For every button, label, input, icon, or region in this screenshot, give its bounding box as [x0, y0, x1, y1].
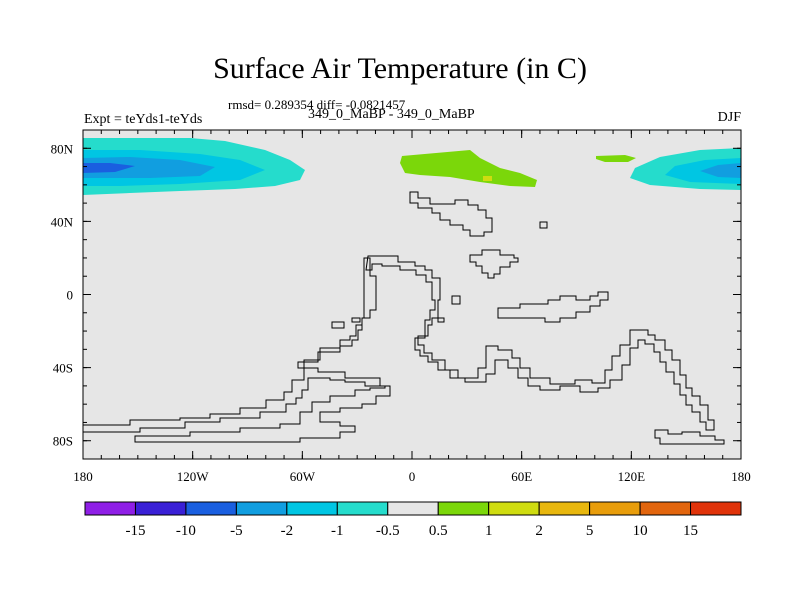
colorbar-swatch [488, 501, 540, 516]
longitude-axis: 180 120W 60W 0 60E 120E 180 [73, 130, 751, 484]
coastlines [82, 191, 725, 445]
coastline-island [331, 321, 345, 329]
colorbar-label: -2 [281, 523, 294, 539]
colorbar-label: 0.5 [429, 523, 448, 539]
lon-tick-label: 60W [290, 469, 316, 484]
colorbar-swatch [639, 501, 692, 516]
colorbar-swatch [84, 501, 136, 516]
plot-subtitle: 349_0_MaBP - 349_0_MaBP [308, 107, 475, 122]
colorbar-label: 10 [633, 523, 648, 539]
lon-tick-label: 120W [177, 469, 210, 484]
cool-anomaly-region [700, 163, 741, 178]
colorbar-swatch [134, 501, 187, 516]
lat-tick-label: 0 [67, 288, 74, 303]
coastline-island [351, 317, 361, 323]
lon-tick-label: 0 [409, 469, 416, 484]
colorbar-swatch [387, 501, 439, 516]
colorbar-label: 1 [485, 523, 493, 539]
coastline-americas [82, 257, 391, 443]
colorbar: -15 -10 -5 -2 -1 -0.5 0.5 1 2 5 10 15 [84, 501, 742, 539]
lon-tick-label: 180 [73, 469, 93, 484]
colorbar-swatch [690, 501, 742, 516]
coastline-island [451, 295, 461, 305]
colorbar-swatch [538, 501, 591, 516]
season-label: DJF [717, 110, 741, 125]
coastline-arabia [469, 249, 519, 279]
cool-anomaly-region [83, 157, 215, 178]
anomaly-shading [83, 138, 741, 195]
warm-anomaly-region [483, 176, 492, 181]
colorbar-label: -10 [176, 523, 196, 539]
lon-tick-label: 180 [731, 469, 751, 484]
stats-text: rmsd= 0.289354 diff= -0.0821457 [228, 97, 406, 112]
latitude-axis: 80N 40N 0 40S 80S [51, 129, 741, 460]
lat-tick-label: 80S [53, 434, 73, 449]
lat-tick-label: 40N [51, 214, 74, 229]
colorbar-label: 2 [535, 523, 543, 539]
colorbar-label: 15 [683, 523, 698, 539]
colorbar-label: -15 [125, 523, 145, 539]
lon-tick-label: 60E [511, 469, 532, 484]
colorbar-swatch [185, 501, 237, 516]
colorbar-label: -0.5 [376, 523, 400, 539]
colorbar-label: 5 [586, 523, 594, 539]
coastline-europe [409, 191, 493, 237]
lat-tick-label: 80N [51, 141, 74, 156]
cool-anomaly-region [83, 163, 135, 173]
colorbar-label: -1 [331, 523, 344, 539]
coastline-south-asia [497, 291, 609, 323]
plot-title: Surface Air Temperature (in C) [213, 52, 587, 85]
warm-anomaly-region [400, 150, 537, 187]
colorbar-swatch [437, 501, 490, 516]
warm-anomaly-region [596, 155, 636, 162]
lon-tick-label: 120E [618, 469, 646, 484]
lat-tick-label: 40S [53, 361, 73, 376]
coastline-island [539, 221, 548, 229]
coastline-island [437, 317, 445, 323]
colorbar-swatch [286, 501, 338, 516]
coastline-africa-asia [365, 255, 715, 431]
colorbar-label: -5 [230, 523, 243, 539]
colorbar-swatch [336, 501, 389, 516]
experiment-label: Expt = teYds1-teYds [84, 112, 203, 127]
coastline-new-zealand [654, 429, 725, 445]
colorbar-swatch [235, 501, 288, 516]
colorbar-swatch [589, 501, 641, 516]
